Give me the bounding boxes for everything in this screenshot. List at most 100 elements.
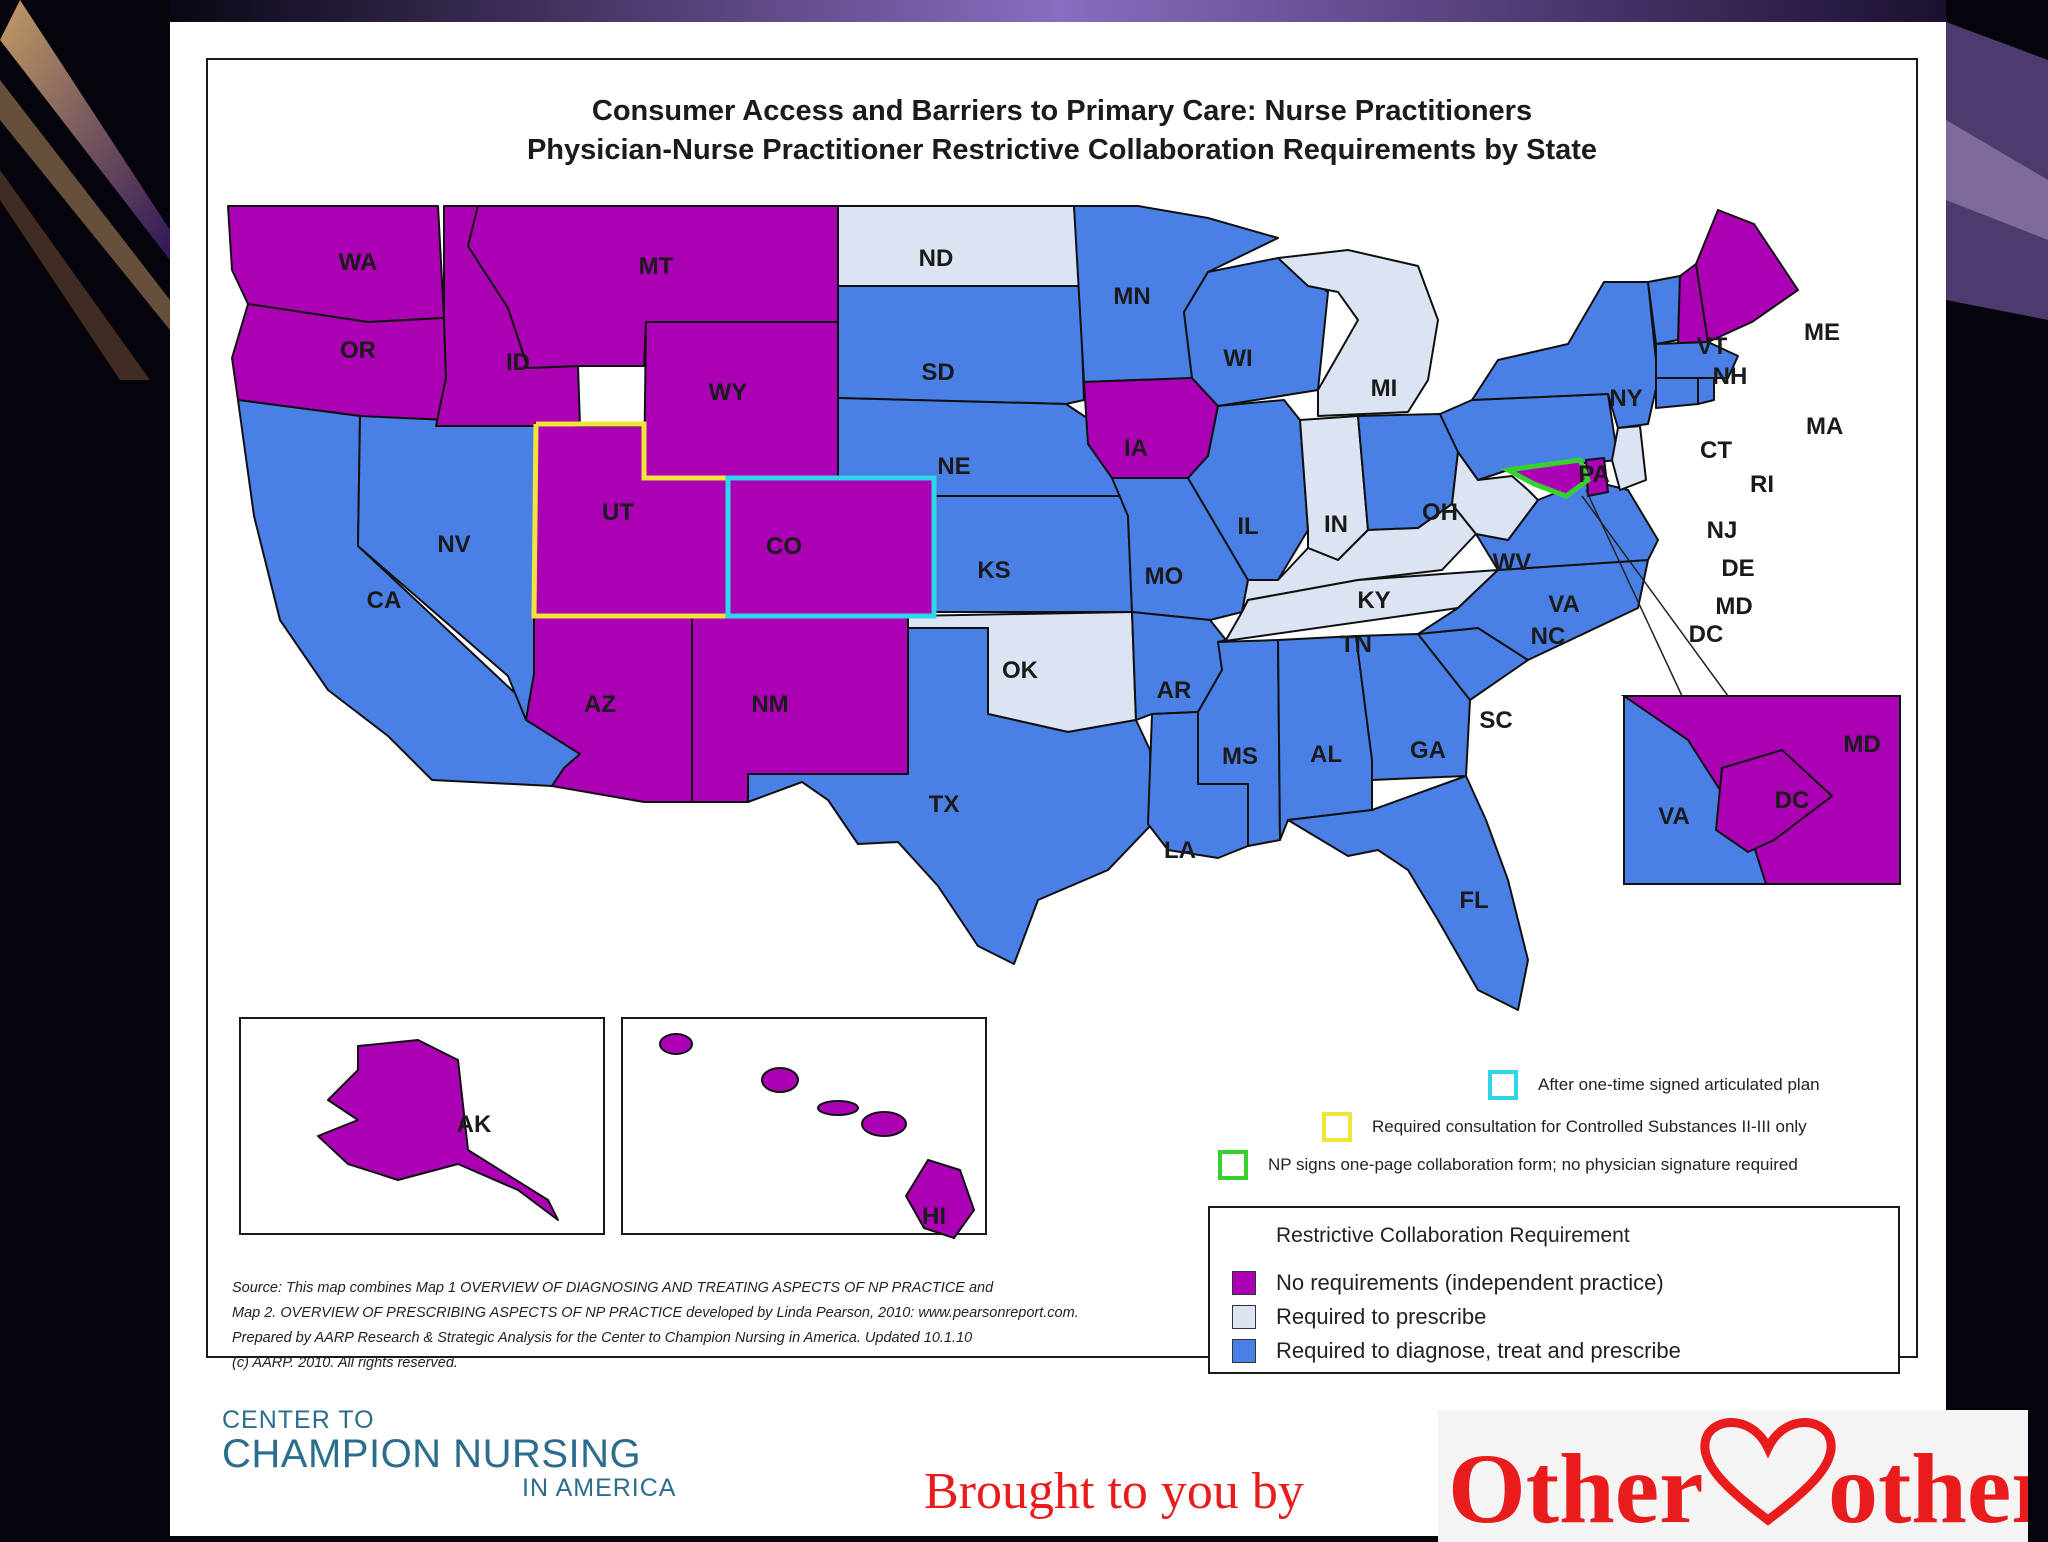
label-ms: MS bbox=[1222, 743, 1258, 770]
state-tx bbox=[747, 627, 1153, 965]
map-title: Consumer Access and Barriers to Primary … bbox=[208, 92, 1916, 170]
label-wi: WI bbox=[1223, 345, 1252, 372]
label-me: ME bbox=[1804, 319, 1840, 346]
label-va: VA bbox=[1548, 591, 1580, 618]
label-mi: MI bbox=[1371, 375, 1398, 402]
label-ut: UT bbox=[602, 499, 634, 526]
state-nd bbox=[837, 205, 1081, 287]
label-sc: SC bbox=[1479, 707, 1512, 734]
label-ny: NY bbox=[1609, 385, 1642, 412]
label-or: OR bbox=[340, 337, 376, 364]
green-outline-swatch bbox=[1218, 1150, 1248, 1180]
state-al bbox=[1277, 635, 1373, 841]
state-de bbox=[1585, 457, 1609, 497]
label-la: LA bbox=[1164, 837, 1196, 864]
inset-md-dc bbox=[1620, 695, 1901, 885]
label-ky: KY bbox=[1357, 587, 1390, 614]
brand-word-other-2: other bbox=[1828, 1433, 2028, 1542]
state-ri bbox=[1697, 377, 1715, 405]
other-mother-logo: Other other bbox=[1438, 1410, 2028, 1542]
label-wy: WY bbox=[709, 379, 748, 406]
state-ct bbox=[1655, 377, 1699, 409]
label-wv: WV bbox=[1493, 549, 1532, 576]
legend-item-required-all: Required to diagnose, treat and prescrib… bbox=[1232, 1338, 1681, 1364]
label-il: IL bbox=[1237, 513, 1258, 540]
label-ia: IA bbox=[1124, 435, 1148, 462]
legend-title: Restrictive Collaboration Requirement bbox=[1276, 1224, 1630, 1247]
label-nc: NC bbox=[1531, 623, 1566, 650]
legend-item-label: Required to diagnose, treat and prescrib… bbox=[1276, 1338, 1681, 1363]
label-pa: PA bbox=[1578, 461, 1610, 488]
state-me bbox=[1695, 209, 1799, 343]
label-nh: NH bbox=[1713, 363, 1748, 390]
state-ak bbox=[317, 1039, 559, 1221]
logo-line3: IN AMERICA bbox=[522, 1474, 677, 1502]
map-title-line2: Physician-Nurse Practitioner Restrictive… bbox=[526, 134, 1598, 166]
map-panel: WA OR CA NV ID MT WY UT CO AZ NM ND SD N… bbox=[206, 58, 1918, 1374]
outline-key-consultation-label: Required consultation for Controlled Sub… bbox=[1372, 1117, 1807, 1136]
label-dc: DC bbox=[1689, 621, 1724, 648]
label-mt: MT bbox=[639, 253, 674, 280]
label-id: ID bbox=[506, 349, 530, 376]
label-ri: RI bbox=[1750, 471, 1774, 498]
outline-key-collaboration-form-label: NP signs one-page collaboration form; no… bbox=[1268, 1155, 1798, 1174]
outline-key-collaboration-form: NP signs one-page collaboration form; no… bbox=[1218, 1150, 1798, 1180]
label-inset-md: MD bbox=[1843, 731, 1880, 758]
outline-co-articulated-plan bbox=[725, 475, 937, 619]
map-legend: Restrictive Collaboration Requirement No… bbox=[1208, 1206, 1900, 1374]
state-in bbox=[1299, 415, 1369, 561]
label-oh: OH bbox=[1422, 499, 1458, 526]
label-co: CO bbox=[766, 533, 802, 560]
source-line: (c) AARP. 2010. All rights reserved. bbox=[232, 1355, 458, 1371]
state-co bbox=[727, 477, 935, 617]
logo-line1: CENTER TO bbox=[222, 1406, 375, 1434]
label-tn: TN bbox=[1340, 631, 1372, 658]
state-tn bbox=[1217, 569, 1499, 643]
label-ks: KS bbox=[977, 557, 1010, 584]
label-ca: CA bbox=[367, 587, 402, 614]
outline-key-articulated-plan: After one-time signed articulated plan bbox=[1488, 1070, 1820, 1100]
legend-item-no-requirements: No requirements (independent practice) bbox=[1232, 1270, 1664, 1296]
label-hi: HI bbox=[922, 1203, 946, 1230]
label-ma: MA bbox=[1806, 413, 1843, 440]
state-ma bbox=[1655, 341, 1739, 379]
heart-icon bbox=[1700, 1418, 1836, 1526]
label-nm: NM bbox=[751, 691, 788, 718]
cyan-outline-swatch bbox=[1488, 1070, 1518, 1100]
state-nj bbox=[1611, 425, 1647, 491]
state-fl bbox=[1287, 775, 1529, 1011]
source-note: Source: This map combines Map 1 OVERVIEW… bbox=[232, 1276, 1232, 1376]
yellow-outline-swatch bbox=[1322, 1112, 1352, 1142]
brand-word-other: Other bbox=[1448, 1433, 1703, 1542]
legend-swatch-blue bbox=[1232, 1339, 1256, 1363]
label-ct: CT bbox=[1700, 437, 1732, 464]
label-nd: ND bbox=[919, 245, 954, 272]
label-ga: GA bbox=[1410, 737, 1446, 764]
state-ks bbox=[933, 495, 1133, 613]
label-inset-va: VA bbox=[1658, 803, 1690, 830]
outline-key-articulated-plan-label: After one-time signed articulated plan bbox=[1538, 1075, 1820, 1094]
source-line: Prepared by AARP Research & Strategic An… bbox=[232, 1330, 973, 1346]
label-az: AZ bbox=[584, 691, 616, 718]
logo-line2: CHAMPION NURSING bbox=[222, 1432, 642, 1476]
legend-item-required-to-prescribe: Required to prescribe bbox=[1232, 1304, 1486, 1330]
label-sd: SD bbox=[921, 359, 954, 386]
legend-item-label: Required to prescribe bbox=[1276, 1304, 1487, 1329]
outline-md-collaboration-form bbox=[1500, 457, 1592, 499]
source-line: Source: This map combines Map 1 OVERVIEW… bbox=[232, 1280, 994, 1296]
label-ak: AK bbox=[457, 1111, 492, 1138]
legend-swatch-purple bbox=[1232, 1271, 1256, 1295]
state-wi bbox=[1183, 257, 1329, 407]
champion-nursing-logo: CENTER TO CHAMPION NURSING IN AMERICA bbox=[222, 1406, 676, 1502]
label-in: IN bbox=[1324, 511, 1348, 538]
legend-swatch-light-blue bbox=[1232, 1305, 1256, 1329]
outline-key-consultation: Required consultation for Controlled Sub… bbox=[1322, 1112, 1807, 1142]
label-tx: TX bbox=[929, 791, 960, 818]
label-de: DE bbox=[1721, 555, 1754, 582]
state-ia bbox=[1083, 377, 1219, 479]
label-vt: VT bbox=[1697, 333, 1728, 360]
label-ar: AR bbox=[1157, 677, 1192, 704]
label-al: AL bbox=[1310, 741, 1342, 768]
label-ne: NE bbox=[937, 453, 970, 480]
